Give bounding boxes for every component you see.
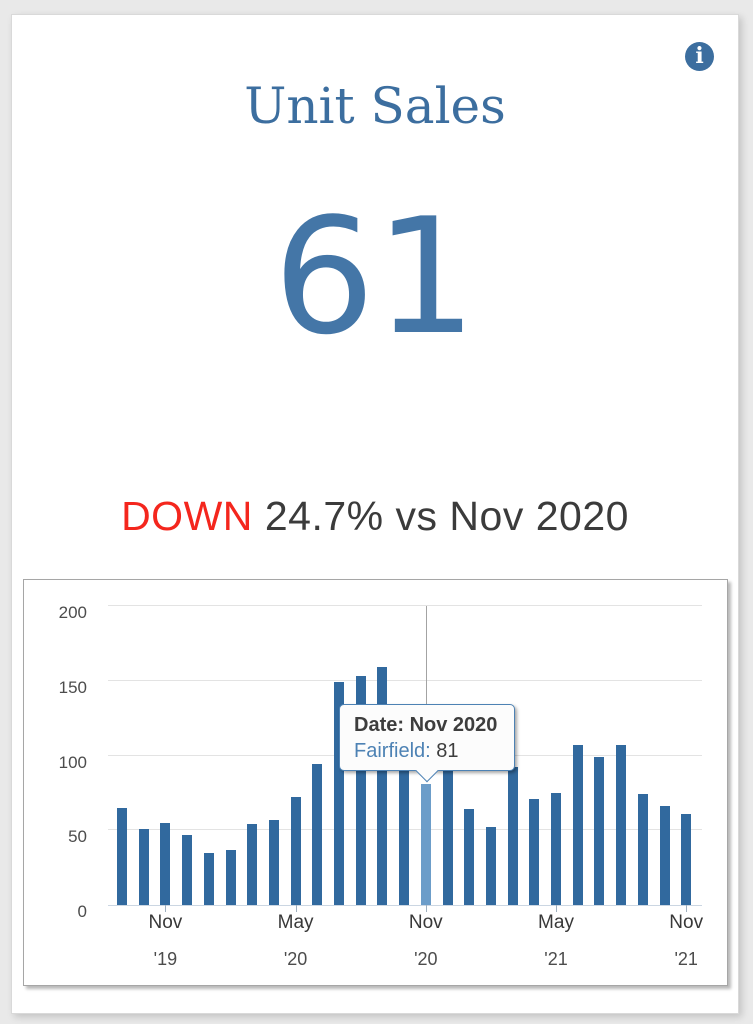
info-icon-glyph: i	[695, 43, 704, 69]
unit-sales-card: i Unit Sales 61 DOWN 24.7% vs Nov 2020 0 5…	[11, 14, 739, 1014]
x-axis-label-month: Nov	[148, 912, 183, 933]
kpi-delta: DOWN 24.7% vs Nov 2020	[12, 493, 738, 540]
bar-mar-2021[interactable]	[507, 767, 518, 905]
bar-may-2020[interactable]	[290, 797, 301, 905]
unit-sales-chart: 0 50 100 150 200 Date: Nov 2020 Fairfield: 8…	[23, 579, 728, 986]
x-axis-tick	[165, 905, 167, 912]
x-axis-label-year: '21	[544, 949, 568, 969]
kpi-comparison: 24.7% vs Nov 2020	[264, 493, 629, 539]
bar-may-2021[interactable]	[551, 792, 561, 905]
x-axis-label-year: '20	[283, 949, 308, 969]
bar-aug-2020[interactable]	[355, 676, 366, 905]
bar-mar-2020[interactable]	[247, 824, 258, 905]
tooltip-value: 81	[436, 740, 459, 762]
bar-jan-2020[interactable]	[203, 852, 214, 905]
bar-sep-2020[interactable]	[377, 667, 388, 905]
bar-apr-2021[interactable]	[529, 798, 540, 905]
bar-oct-2020[interactable]	[399, 725, 410, 905]
bar-jul-2021[interactable]	[594, 757, 605, 905]
bar-nov-2021[interactable]	[681, 813, 692, 905]
chart-tooltip: Date: Nov 2020 Fairfield: 81	[339, 704, 515, 783]
kpi-direction: DOWN	[121, 493, 253, 539]
x-axis-label-month: May	[277, 912, 314, 933]
x-axis-tick	[556, 905, 557, 912]
bar-dec-2020[interactable]	[442, 762, 453, 905]
bar-jun-2020[interactable]	[312, 764, 323, 905]
x-axis-label-year: '20	[414, 949, 438, 969]
info-icon[interactable]: i	[685, 42, 714, 71]
bar-nov-2019[interactable]	[160, 822, 171, 905]
x-axis-tick	[425, 905, 427, 912]
gridline-200	[108, 605, 702, 606]
x-axis-tick	[295, 905, 297, 912]
tooltip-series-label: Fairfield:	[354, 740, 431, 762]
tooltip-pointer	[415, 759, 439, 783]
bar-nov-2020[interactable]	[420, 783, 431, 905]
chart-inner: 0 50 100 150 200 Date: Nov 2020 Fairfield: 8…	[24, 580, 727, 985]
bar-jun-2021[interactable]	[572, 745, 583, 905]
y-axis-label: 100	[58, 752, 87, 772]
y-axis: 0 50 100 150 200	[24, 603, 87, 921]
bar-aug-2021[interactable]	[616, 745, 627, 905]
bar-jul-2020[interactable]	[334, 682, 344, 905]
x-axis-label-month: Nov	[669, 912, 704, 933]
y-axis-label: 50	[68, 827, 87, 847]
y-axis-label: 200	[58, 603, 87, 622]
y-axis-label: 0	[77, 902, 87, 921]
bar-oct-2021[interactable]	[659, 806, 670, 905]
y-axis-label: 150	[58, 677, 87, 697]
bar-dec-2019[interactable]	[182, 834, 193, 905]
x-axis-label-month: Nov	[408, 912, 443, 933]
x-axis-label-month: May	[538, 912, 574, 933]
bar-oct-2019[interactable]	[138, 828, 149, 905]
bar-sep-2019[interactable]	[117, 807, 127, 905]
plot-area[interactable]: Date: Nov 2020 Fairfield: 81 Nov '19 May '2…	[108, 605, 703, 969]
gridline-150	[108, 679, 702, 681]
x-axis-label-year: '19	[153, 949, 178, 969]
kpi-value: 61	[273, 183, 477, 370]
x-axis-tick	[686, 905, 688, 912]
bar-feb-2021[interactable]	[485, 827, 496, 905]
x-axis-label-year: '21	[674, 949, 698, 969]
page-title: Unit Sales	[244, 77, 506, 135]
crosshair-line	[425, 606, 427, 704]
tooltip-series-row: Fairfield: 81	[354, 740, 514, 763]
tooltip-date: Date: Nov 2020	[354, 714, 498, 736]
bar-apr-2020[interactable]	[268, 819, 279, 905]
bar-sep-2021[interactable]	[637, 794, 648, 905]
bar-jan-2021[interactable]	[464, 809, 475, 905]
bar-feb-2020[interactable]	[225, 849, 236, 905]
